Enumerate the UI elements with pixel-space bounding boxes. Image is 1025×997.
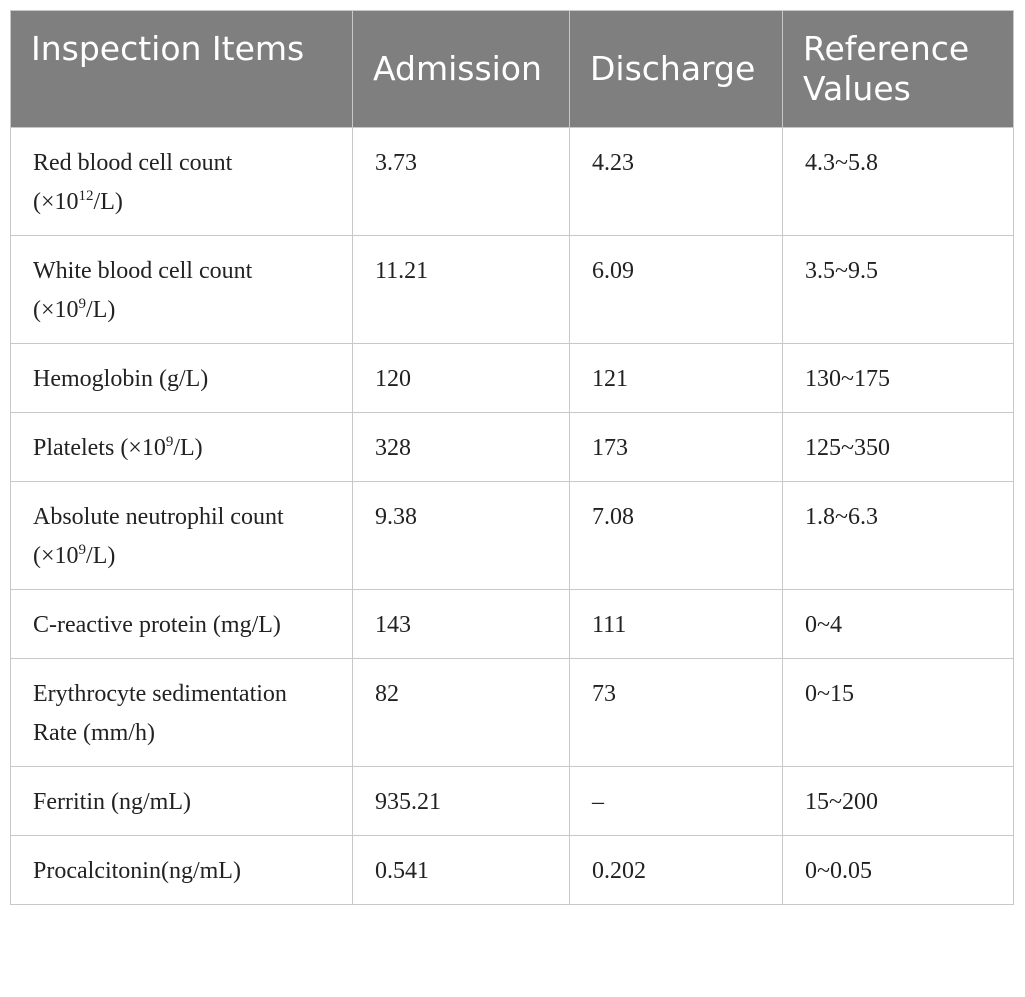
value-cell: 111	[569, 589, 783, 659]
item-cell: Absolute neutrophil count (×109/L)	[10, 481, 353, 590]
value-cell: –	[569, 766, 783, 836]
table-header: Inspection Items Admission Discharge Refere…	[10, 10, 1014, 128]
item-cell: Hemoglobin (g/L)	[10, 343, 353, 413]
value-cell: 0~15	[782, 658, 1014, 767]
table-row: Red blood cell count (×1012/L) 3.73 4.23 4.…	[10, 127, 1014, 236]
header-cell: Admission	[352, 10, 570, 128]
item-cell: C-reactive protein (mg/L)	[10, 589, 353, 659]
value-cell: 0.541	[352, 835, 570, 905]
table-row: Ferritin (ng/mL) 935.21–15~200	[10, 766, 1014, 836]
value-cell: 130~175	[782, 343, 1014, 413]
value-cell: 73	[569, 658, 783, 767]
item-text: Absolute neutrophil count (×10	[33, 504, 284, 569]
unit-tail: /L)	[173, 435, 203, 461]
item-cell: Procalcitonin(ng/mL)	[10, 835, 353, 905]
item-cell: White blood cell count (×109/L)	[10, 235, 353, 344]
value-cell: 6.09	[569, 235, 783, 344]
value-cell: 120	[352, 343, 570, 413]
lab-table: Inspection Items Admission Discharge Refere…	[10, 10, 1014, 905]
value-cell: 11.21	[352, 235, 570, 344]
header-row: Inspection Items Admission Discharge Refere…	[10, 10, 1014, 128]
unit-exponent: 9	[78, 542, 87, 558]
table-row: Erythrocyte sedimentation Rate (mm/h) 82 7…	[10, 658, 1014, 767]
value-cell: 935.21	[352, 766, 570, 836]
table-row: Platelets (×109/L) 328 173 125~350	[10, 412, 1014, 482]
table-row: Hemoglobin (g/L) 120 121 130~175	[10, 343, 1014, 413]
table-row: C-reactive protein (mg/L) 143 111 0~4	[10, 589, 1014, 659]
unit-exponent: 12	[78, 188, 94, 204]
table-body: Red blood cell count (×1012/L) 3.73 4.23 4.…	[10, 127, 1014, 905]
header-cell: Reference Values	[782, 10, 1014, 128]
unit-exponent: 9	[78, 296, 87, 312]
item-cell: Red blood cell count (×1012/L)	[10, 127, 353, 236]
unit-tail: /L)	[93, 189, 123, 215]
value-cell: 0~4	[782, 589, 1014, 659]
table-row: Absolute neutrophil count (×109/L) 9.38 7.…	[10, 481, 1014, 590]
value-cell: 4.23	[569, 127, 783, 236]
value-cell: 3.73	[352, 127, 570, 236]
value-cell: 173	[569, 412, 783, 482]
item-text: White blood cell count (×10	[33, 258, 253, 323]
item-text: Red blood cell count (×10	[33, 150, 233, 215]
header-cell: Inspection Items	[10, 10, 353, 128]
header-cell: Discharge	[569, 10, 783, 128]
value-cell: 328	[352, 412, 570, 482]
value-cell: 1.8~6.3	[782, 481, 1014, 590]
value-cell: 0.202	[569, 835, 783, 905]
item-cell: Ferritin (ng/mL)	[10, 766, 353, 836]
table-row: White blood cell count (×109/L) 11.21 6.09…	[10, 235, 1014, 344]
value-cell: 7.08	[569, 481, 783, 590]
unit-tail: /L)	[86, 543, 116, 569]
value-cell: 15~200	[782, 766, 1014, 836]
value-cell: 121	[569, 343, 783, 413]
value-cell: 0~0.05	[782, 835, 1014, 905]
item-cell: Erythrocyte sedimentation Rate (mm/h)	[10, 658, 353, 767]
value-cell: 125~350	[782, 412, 1014, 482]
value-cell: 82	[352, 658, 570, 767]
value-cell: 4.3~5.8	[782, 127, 1014, 236]
value-cell: 3.5~9.5	[782, 235, 1014, 344]
table-row: Procalcitonin(ng/mL) 0.541 0.202 0~0.05	[10, 835, 1014, 905]
item-cell: Platelets (×109/L)	[10, 412, 353, 482]
unit-exponent: 9	[165, 434, 174, 450]
item-text: Platelets (×10	[33, 435, 166, 461]
value-cell: 9.38	[352, 481, 570, 590]
unit-tail: /L)	[86, 297, 116, 323]
value-cell: 143	[352, 589, 570, 659]
